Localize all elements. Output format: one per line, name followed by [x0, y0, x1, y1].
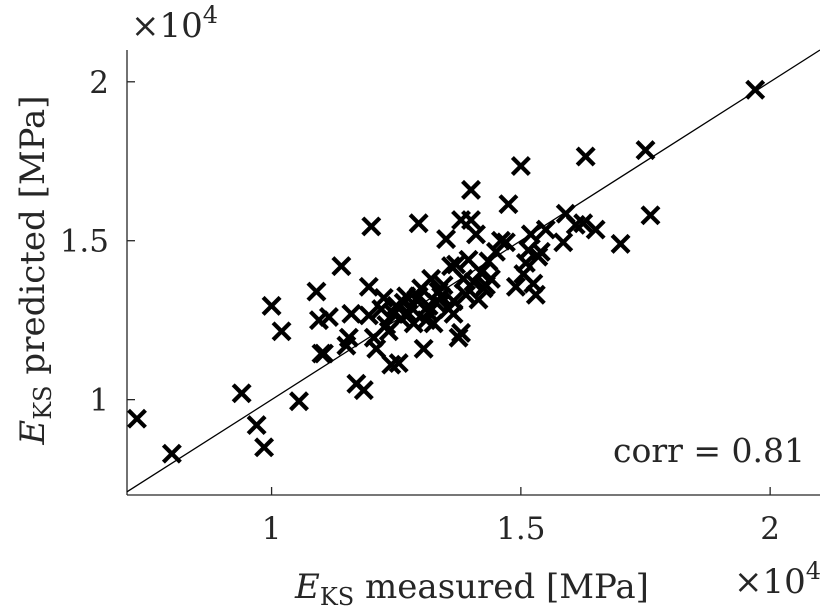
- data-point: [423, 313, 444, 334]
- data-point: [413, 338, 434, 359]
- data-point: [436, 229, 457, 250]
- data-point: [553, 232, 574, 253]
- x-tick-label: 1.5: [496, 511, 545, 547]
- data-point: [388, 353, 409, 374]
- data-point: [466, 224, 486, 245]
- data-point: [585, 219, 606, 240]
- data-point: [373, 287, 394, 308]
- y-axis-label: EKS predicted [MPa]: [13, 95, 57, 445]
- data-point: [463, 272, 484, 293]
- data-point: [318, 307, 339, 327]
- y-tick-label: 1: [89, 383, 109, 419]
- data-point: [313, 343, 334, 364]
- y-axis-ticks: 11.52: [60, 65, 135, 419]
- data-point: [468, 289, 489, 310]
- data-point: [443, 303, 464, 324]
- data-point: [510, 156, 531, 176]
- data-point: [231, 383, 252, 404]
- data-point: [480, 268, 501, 289]
- x-axis-label: EKS measured [MPa]: [294, 567, 649, 609]
- data-point: [271, 321, 292, 342]
- data-point: [341, 303, 362, 324]
- data-point: [610, 233, 631, 254]
- data-point: [575, 146, 596, 167]
- data-point: [461, 179, 481, 200]
- y-tick-label: 2: [89, 65, 109, 101]
- data-point: [433, 275, 454, 296]
- data-point: [289, 391, 309, 412]
- data-point: [361, 216, 382, 237]
- reference-line-y-equals-x: [126, 49, 820, 493]
- data-point: [306, 281, 327, 302]
- data-points: [127, 79, 766, 464]
- data-point: [535, 219, 556, 240]
- data-point: [331, 256, 352, 277]
- data-point: [443, 291, 464, 312]
- data-point: [446, 254, 467, 275]
- data-point: [246, 415, 267, 436]
- data-point: [161, 443, 182, 464]
- data-point: [261, 295, 282, 316]
- correlation-annotation: corr = 0.81: [613, 431, 805, 470]
- data-point: [408, 213, 429, 234]
- data-point: [530, 241, 551, 262]
- data-point: [495, 232, 516, 253]
- data-point: [640, 205, 661, 226]
- data-point: [358, 276, 379, 297]
- x-tick-label: 1: [262, 511, 282, 547]
- x-tick-label: 2: [760, 511, 780, 547]
- data-point: [456, 284, 476, 305]
- data-point: [393, 292, 414, 313]
- data-point: [525, 284, 546, 305]
- data-point: [635, 140, 656, 161]
- data-point: [254, 437, 275, 458]
- data-point: [520, 224, 541, 245]
- data-point: [573, 213, 594, 234]
- data-point: [421, 268, 442, 289]
- data-point: [358, 305, 379, 326]
- y-tick-label: 1.5: [60, 224, 109, 260]
- data-point: [745, 79, 766, 100]
- data-point: [505, 276, 526, 297]
- x-multiplier: ×104: [734, 557, 820, 602]
- data-point: [408, 286, 429, 307]
- data-point: [366, 338, 387, 359]
- data-point: [338, 327, 359, 348]
- x-axis-ticks: 1 1.5 2: [262, 487, 780, 547]
- data-point: [127, 408, 147, 429]
- y-multiplier: ×104: [131, 1, 218, 46]
- data-point: [353, 380, 374, 401]
- data-point: [451, 322, 472, 343]
- data-point: [498, 194, 519, 215]
- data-point: [461, 210, 481, 231]
